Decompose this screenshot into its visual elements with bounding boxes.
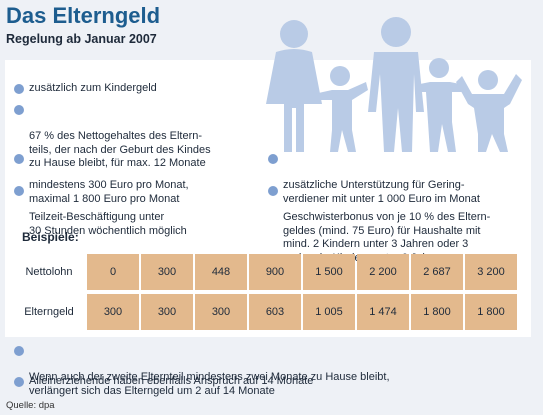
nettolohn-cell: 448 — [195, 254, 247, 290]
bullet-kindergeld: zusätzlich zum Kindergeld — [14, 82, 254, 96]
bullet-dot-icon — [268, 186, 278, 196]
bullet-alleinerziehende: Alleinerziehende haben ebenfalls Anspruc… — [14, 375, 529, 389]
elterngeld-cell: 1 474 — [357, 294, 409, 330]
bullet-dot-icon — [14, 154, 24, 164]
elterngeld-cell: 1 800 — [411, 294, 463, 330]
bullet-text: Teilzeit-Beschäftigung unter 30 Stunden … — [29, 211, 187, 237]
bullet-text: zusätzlich zum Kindergeld — [29, 82, 157, 94]
elterngeld-cell: 300 — [141, 294, 193, 330]
nettolohn-cell: 1 500 — [303, 254, 355, 290]
nettolohn-cell: 900 — [249, 254, 301, 290]
bullet-nettogehalt: 67 % des Nettogehaltes des Eltern- teils… — [14, 103, 264, 171]
elterngeld-cell: 300 — [195, 294, 247, 330]
bullet-dot-icon — [14, 377, 24, 387]
nettolohn-cell: 2 200 — [357, 254, 409, 290]
nettolohn-cell: 300 — [141, 254, 193, 290]
bullet-text: 67 % des Nettogehaltes des Eltern- teils… — [29, 130, 211, 169]
bullet-text: Alleinerziehende haben ebenfalls Anspruc… — [29, 375, 314, 387]
bullet-geschwisterbonus: Geschwisterbonus von je 10 % des Eltern-… — [268, 184, 530, 265]
page-subtitle: Regelung ab Januar 2007 — [6, 32, 157, 46]
bullet-text: Wenn auch der zweite Elternteil mindeste… — [29, 371, 390, 397]
source-note: Quelle: dpa — [6, 400, 55, 411]
bullet-dot-icon — [14, 186, 24, 196]
elterngeld-cell: 603 — [249, 294, 301, 330]
row-label-nettolohn: Nettolohn — [14, 254, 84, 290]
elterngeld-cell: 1 005 — [303, 294, 355, 330]
bullet-dot-icon — [14, 84, 24, 94]
bullet-min-max: mindestens 300 Euro pro Monat, maximal 1… — [14, 152, 264, 206]
bullet-text: mindestens 300 Euro pro Monat, maximal 1… — [29, 179, 189, 205]
page-title: Das Elterngeld — [6, 3, 161, 28]
nettolohn-cell: 0 — [87, 254, 139, 290]
bullet-zweiter-elternteil: Wenn auch der zweite Elternteil mindeste… — [14, 344, 529, 398]
elterngeld-cell: 300 — [87, 294, 139, 330]
examples-heading: Beispiele: — [22, 230, 79, 244]
nettolohn-cell: 3 200 — [465, 254, 517, 290]
bullet-dot-icon — [268, 154, 278, 164]
bullet-teilzeit: Teilzeit-Beschäftigung unter 30 Stunden … — [14, 184, 264, 238]
bullet-text: zusätzliche Unterstützung für Gering- ve… — [283, 179, 480, 205]
bullet-dot-icon — [14, 105, 24, 115]
bullet-dot-icon — [14, 346, 24, 356]
footer-band — [5, 337, 531, 396]
elterngeld-cell: 1 800 — [465, 294, 517, 330]
bullet-geringverdiener: zusätzliche Unterstützung für Gering- ve… — [268, 152, 530, 206]
row-label-elterngeld: Elterngeld — [14, 294, 84, 330]
nettolohn-cell: 2 687 — [411, 254, 463, 290]
family-pictogram-icon — [266, 17, 522, 152]
